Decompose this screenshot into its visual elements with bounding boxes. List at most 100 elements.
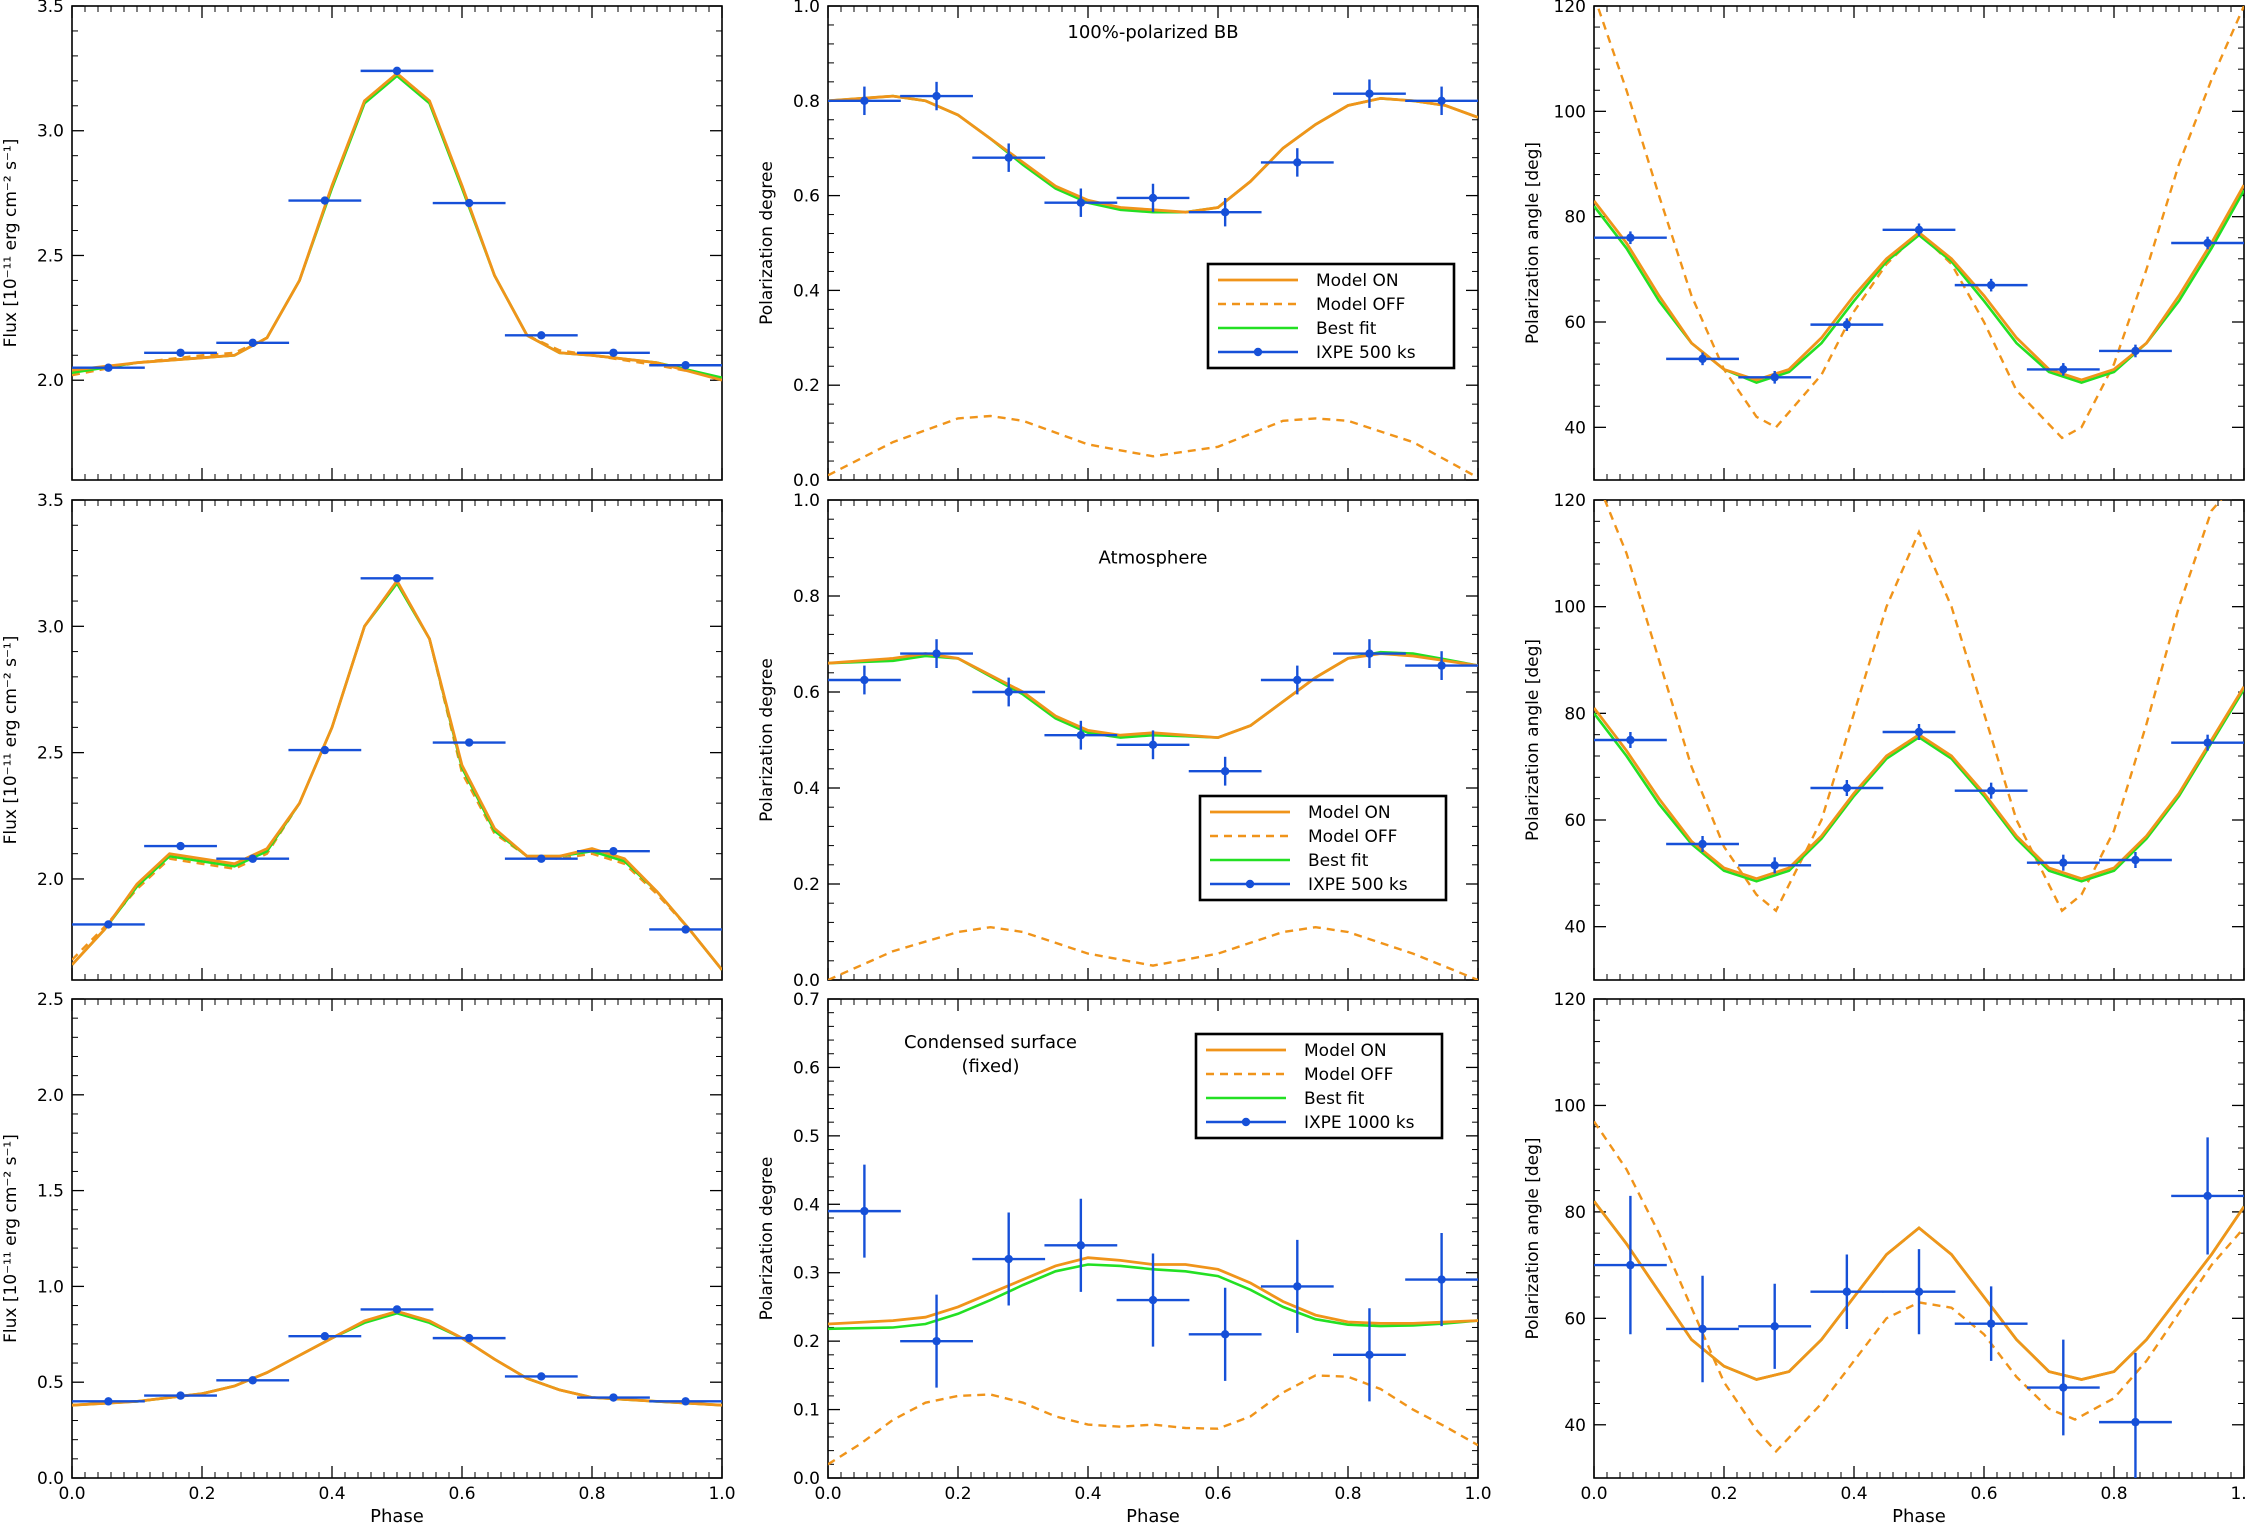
y-tick-label: 40: [1564, 918, 1586, 938]
y-axis-label: Polarization angle [deg]: [1523, 142, 1543, 344]
data-point: [1770, 1322, 1779, 1331]
data-point: [1626, 735, 1635, 745]
x-tick-label: 1.0: [2230, 1484, 2246, 1504]
data-point: [932, 1336, 941, 1346]
data-point: [681, 361, 690, 370]
data-point: [860, 1206, 869, 1216]
y-tick-label: 0.0: [793, 971, 820, 991]
curves: [72, 1309, 722, 1407]
data-point: [1220, 207, 1230, 217]
data-point: [1986, 280, 1996, 290]
series-model-on: [72, 578, 722, 971]
legend-label: Model OFF: [1304, 1065, 1393, 1085]
ixpe-points: [828, 1164, 1478, 1402]
y-tick-label: 2.0: [37, 870, 64, 890]
series-best-fit: [1594, 688, 2244, 883]
x-tick-label: 1.0: [1464, 1484, 1491, 1504]
data-point: [464, 1333, 474, 1343]
data-point: [1220, 767, 1230, 776]
data-point: [1986, 786, 1996, 795]
y-tick-label: 1.0: [793, 491, 820, 511]
panel-title: Atmosphere: [1099, 548, 1208, 569]
legend: Model ON Model OFF Best fit IXPE 1000 ks: [1194, 1032, 1444, 1140]
data-point: [320, 196, 330, 205]
data-point: [1626, 1260, 1635, 1270]
axes-frame: [1593, 5, 2245, 481]
x-tick-label: 0.8: [578, 1484, 605, 1504]
y-tick-label: 0.6: [793, 1058, 820, 1078]
x-axis-label: Phase: [1126, 1506, 1180, 1527]
ixpe-points: [72, 66, 722, 372]
y-tick-label: 2.5: [37, 246, 64, 266]
y-axis-label: Flux [10⁻¹¹ erg cm⁻² s⁻¹]: [1, 139, 21, 348]
data-point: [2203, 238, 2212, 248]
ixpe-points: [1594, 1137, 2244, 1478]
series-model-on: [72, 71, 722, 382]
data-point: [104, 920, 113, 929]
legend-label: IXPE 500 ks: [1308, 875, 1408, 895]
y-axis-label: Polarization degree: [757, 658, 777, 822]
data-point: [932, 649, 941, 658]
panel-row1-pang: 40 60 80 100 120 Polarization angle [deg]: [1523, 0, 2245, 481]
data-point: [176, 348, 185, 357]
x-tick-label: 0.2: [1710, 1484, 1737, 1504]
y-tick-label: 0.2: [793, 376, 820, 396]
axes-frame: [1593, 998, 2245, 1479]
y-tick-label: 120: [1554, 990, 1586, 1010]
curves: [72, 71, 722, 382]
y-tick-label: 0.2: [793, 1332, 820, 1352]
data-point: [860, 96, 869, 106]
legend-label: Model ON: [1304, 1041, 1387, 1061]
data-point: [537, 854, 546, 863]
legend: Model ON Model OFF Best fit IXPE 500 ks: [1206, 262, 1456, 370]
ixpe-points: [72, 1305, 722, 1406]
legend-label: Best fit: [1304, 1089, 1365, 1109]
x-tick-label: 0.0: [1580, 1484, 1607, 1504]
legend-label: Best fit: [1316, 319, 1377, 339]
panel-title: Condensed surface: [904, 1032, 1077, 1053]
y-axis-label: Flux [10⁻¹¹ erg cm⁻² s⁻¹]: [1, 636, 21, 845]
panel-row1-pdeg: 0.0 0.2 0.4 0.6 0.8 1.0 Polarization degree 100…: [757, 0, 1479, 491]
ixpe-points: [1594, 724, 2244, 874]
axes-frame: [827, 5, 1479, 481]
legend-label: Model ON: [1308, 803, 1391, 823]
x-tick-label: 1.0: [708, 1484, 735, 1504]
data-point: [1004, 153, 1013, 162]
x-tick-label: 0.2: [944, 1484, 971, 1504]
y-tick-label: 60: [1564, 313, 1586, 333]
y-tick-label: 40: [1564, 1416, 1586, 1436]
y-tick-label: 2.0: [37, 1086, 64, 1106]
data-point: [1004, 1254, 1013, 1264]
axes-frame: [71, 499, 723, 981]
y-tick-label: 3.5: [37, 491, 64, 511]
y-axis-label: Polarization angle [deg]: [1523, 639, 1543, 841]
data-point: [464, 738, 474, 747]
series-model-off: [1603, 500, 2223, 913]
data-point: [1914, 225, 1924, 235]
data-point: [320, 1332, 330, 1341]
x-tick-label: 0.6: [1204, 1484, 1231, 1504]
data-point: [320, 745, 330, 755]
x-tick-label: 0.0: [58, 1484, 85, 1504]
y-tick-label: 0.4: [793, 281, 820, 301]
y-tick-label: 3.0: [37, 617, 64, 637]
y-tick-label: 2.5: [37, 990, 64, 1010]
y-axis-label: Polarization degree: [757, 1157, 777, 1321]
legend-marker: [1241, 1117, 1251, 1127]
data-point: [2131, 346, 2140, 356]
panel-row2-flux: 2.0 2.5 3.0 3.5 Flux [10⁻¹¹ erg cm⁻² s⁻¹]: [1, 491, 723, 981]
legend-label: Model ON: [1316, 271, 1399, 291]
data-point: [609, 846, 618, 856]
y-tick-label: 0.8: [793, 92, 820, 112]
data-point: [1698, 354, 1707, 364]
data-point: [392, 1305, 402, 1314]
ixpe-points: [1594, 223, 2244, 384]
curves: [72, 578, 722, 971]
y-tick-label: 100: [1554, 1096, 1586, 1116]
legend-label: Model OFF: [1316, 295, 1405, 315]
data-point: [1437, 96, 1446, 106]
data-point: [609, 348, 618, 357]
x-tick-label: 0.0: [814, 1484, 841, 1504]
series-model-on: [828, 1256, 1478, 1326]
legend-marker: [1245, 879, 1255, 889]
